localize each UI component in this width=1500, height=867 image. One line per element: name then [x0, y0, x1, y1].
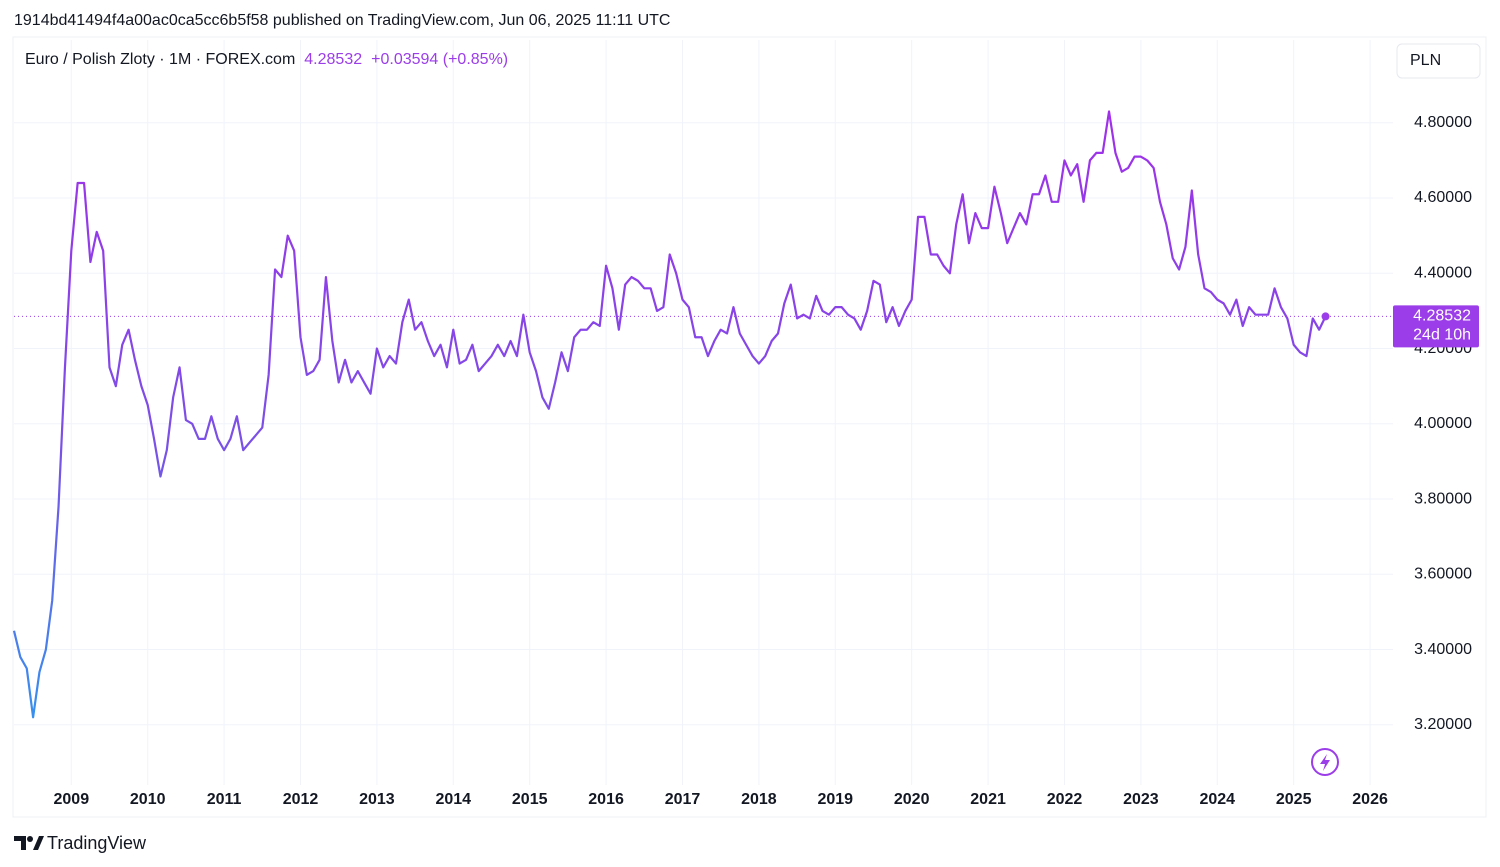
x-tick-label: 2016	[588, 791, 624, 808]
x-tick-label: 2020	[894, 791, 930, 808]
y-tick-label: 4.60000	[1414, 189, 1472, 206]
x-tick-label: 2013	[359, 791, 395, 808]
price-line	[12, 110, 1327, 719]
countdown-label: 24d 10h	[1413, 327, 1471, 344]
legend-symbol: Euro / Polish Zloty · 1M · FOREX.com	[25, 51, 295, 68]
x-tick-label: 2025	[1276, 791, 1312, 808]
price-label: 4.28532	[1413, 308, 1471, 325]
publish-note: 1914bd41494f4a00ac0ca5cc6b5f58 published…	[14, 12, 670, 29]
y-tick-label: 4.00000	[1414, 415, 1472, 432]
x-tick-label: 2019	[817, 791, 853, 808]
y-tick-label: 4.80000	[1414, 114, 1472, 131]
x-tick-label: 2015	[512, 791, 548, 808]
x-tick-label: 2010	[130, 791, 166, 808]
x-tick-label: 2023	[1123, 791, 1159, 808]
x-tick-label: 2014	[435, 791, 471, 808]
legend-change: +0.03594 (+0.85%)	[371, 51, 508, 68]
currency-box[interactable]	[1396, 43, 1481, 79]
lightning-icon	[1320, 754, 1330, 771]
price-label-box	[1393, 305, 1479, 348]
x-tick-label: 2021	[970, 791, 1006, 808]
x-tick-label: 2009	[54, 791, 90, 808]
brand-name: TradingView	[47, 833, 147, 853]
brand-logo	[14, 836, 44, 850]
y-tick-label: 3.20000	[1414, 716, 1472, 733]
y-tick-label: 3.80000	[1414, 490, 1472, 507]
y-tick-label: 3.40000	[1414, 641, 1472, 658]
x-tick-label: 2026	[1352, 791, 1388, 808]
x-tick-label: 2018	[741, 791, 777, 808]
x-tick-label: 2022	[1047, 791, 1083, 808]
x-tick-label: 2012	[283, 791, 319, 808]
currency-label[interactable]: PLN	[1410, 52, 1441, 69]
x-tick-label: 2017	[665, 791, 701, 808]
x-tick-label: 2024	[1199, 791, 1235, 808]
y-tick-label: 3.60000	[1414, 566, 1472, 583]
x-tick-label: 2011	[207, 791, 242, 808]
legend-price: 4.28532	[304, 51, 362, 68]
y-tick-label: 4.40000	[1414, 265, 1472, 282]
last-price-dot	[1321, 312, 1330, 321]
frame	[12, 36, 1487, 818]
